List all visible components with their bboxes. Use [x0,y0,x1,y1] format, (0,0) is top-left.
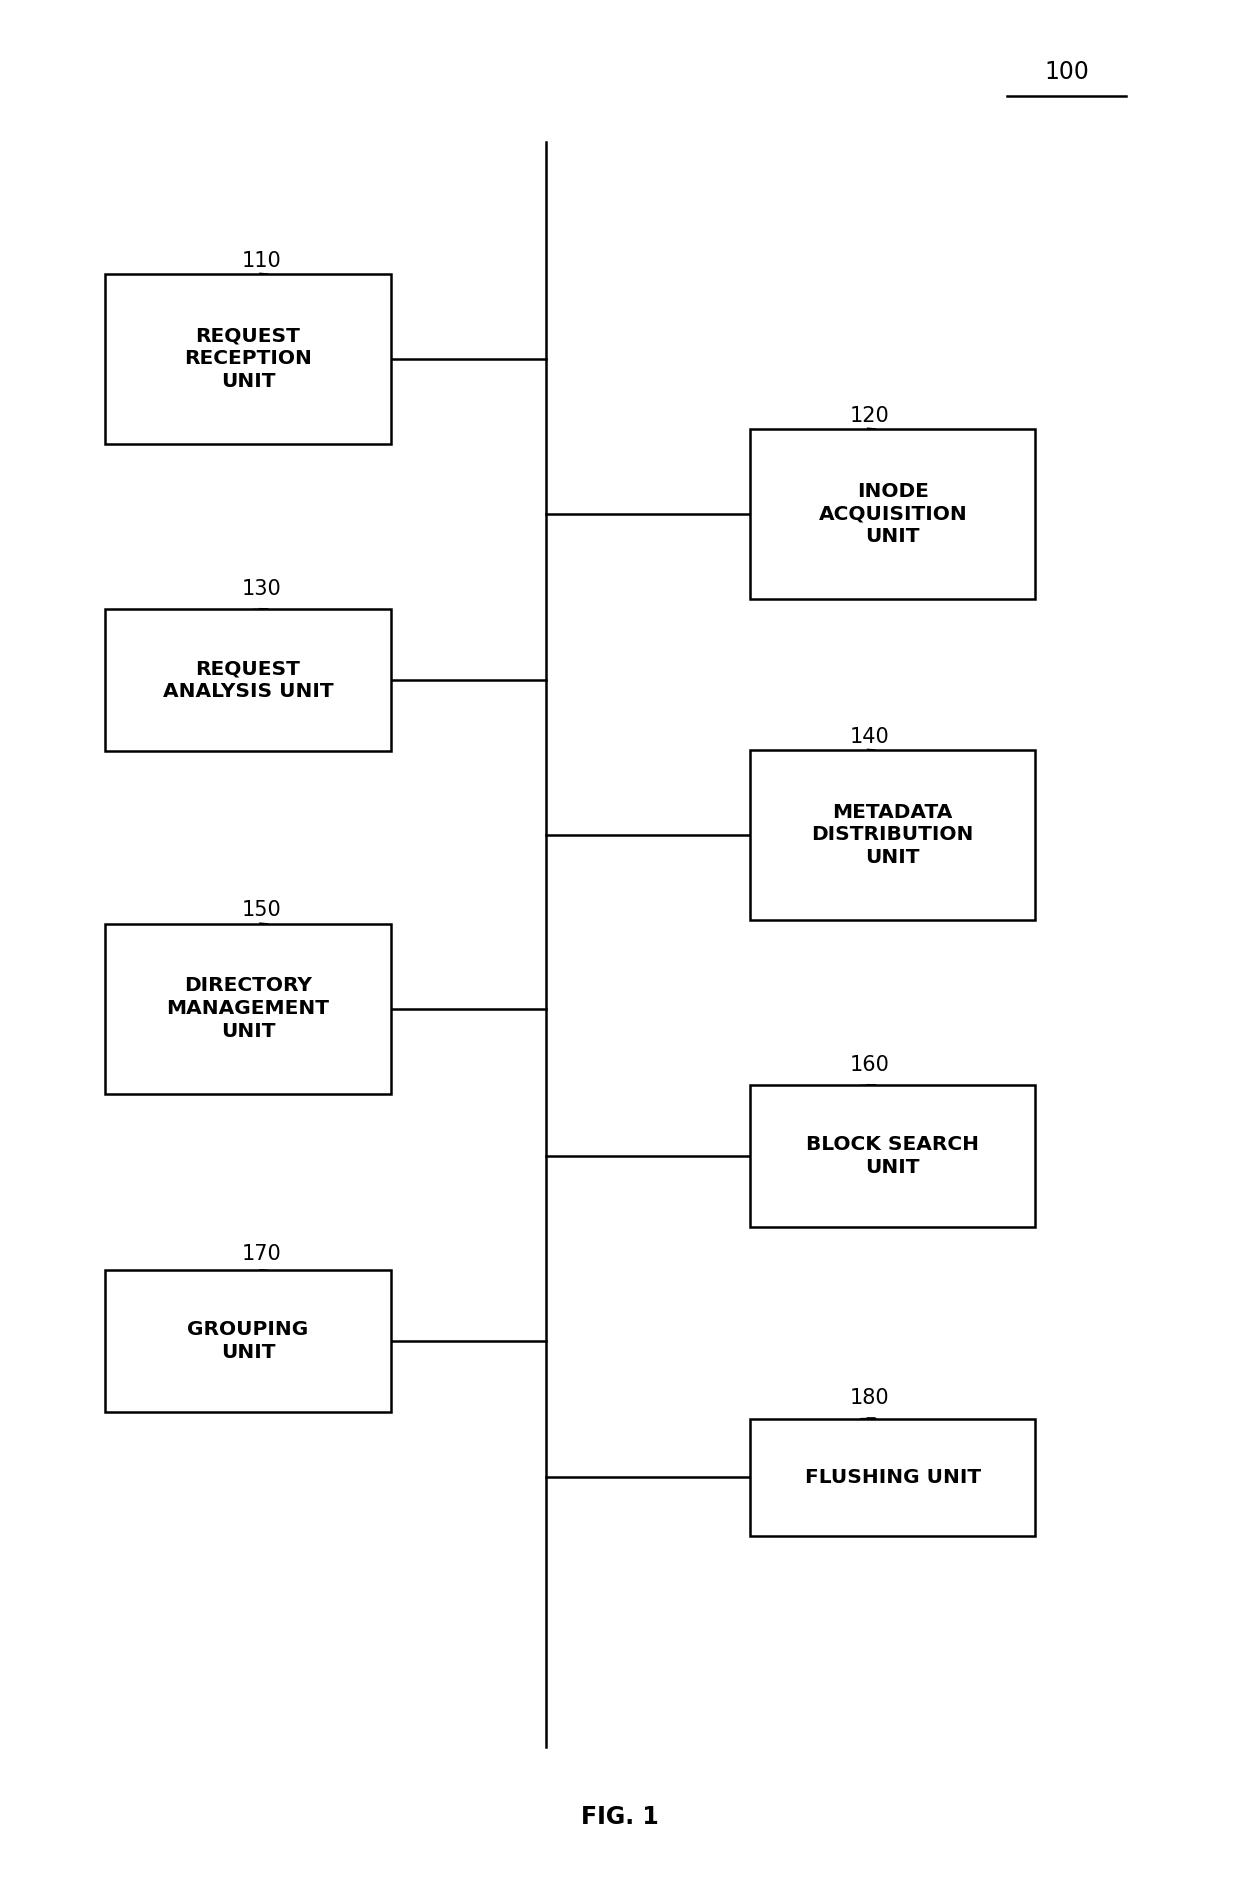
Text: METADATA
DISTRIBUTION
UNIT: METADATA DISTRIBUTION UNIT [812,803,973,867]
Text: BLOCK SEARCH
UNIT: BLOCK SEARCH UNIT [806,1135,980,1177]
FancyBboxPatch shape [105,1269,391,1413]
Text: 110: 110 [242,251,281,270]
FancyBboxPatch shape [750,750,1035,920]
Text: REQUEST
ANALYSIS UNIT: REQUEST ANALYSIS UNIT [162,659,334,701]
Text: INODE
ACQUISITION
UNIT: INODE ACQUISITION UNIT [818,482,967,546]
Text: 170: 170 [242,1245,281,1264]
FancyBboxPatch shape [105,274,391,444]
Text: 120: 120 [849,406,889,425]
FancyBboxPatch shape [750,1084,1035,1228]
Text: FIG. 1: FIG. 1 [582,1806,658,1829]
Text: 130: 130 [242,580,281,599]
Text: 160: 160 [849,1056,889,1075]
FancyBboxPatch shape [105,924,391,1094]
Text: GROUPING
UNIT: GROUPING UNIT [187,1320,309,1362]
Text: 150: 150 [242,901,281,920]
Text: DIRECTORY
MANAGEMENT
UNIT: DIRECTORY MANAGEMENT UNIT [166,977,330,1041]
FancyBboxPatch shape [105,608,391,750]
FancyBboxPatch shape [750,429,1035,599]
Text: FLUSHING UNIT: FLUSHING UNIT [805,1468,981,1487]
FancyBboxPatch shape [750,1419,1035,1536]
Text: 100: 100 [1044,60,1089,83]
Text: 180: 180 [849,1388,889,1407]
Text: REQUEST
RECEPTION
UNIT: REQUEST RECEPTION UNIT [184,327,312,391]
Text: 140: 140 [849,727,889,746]
